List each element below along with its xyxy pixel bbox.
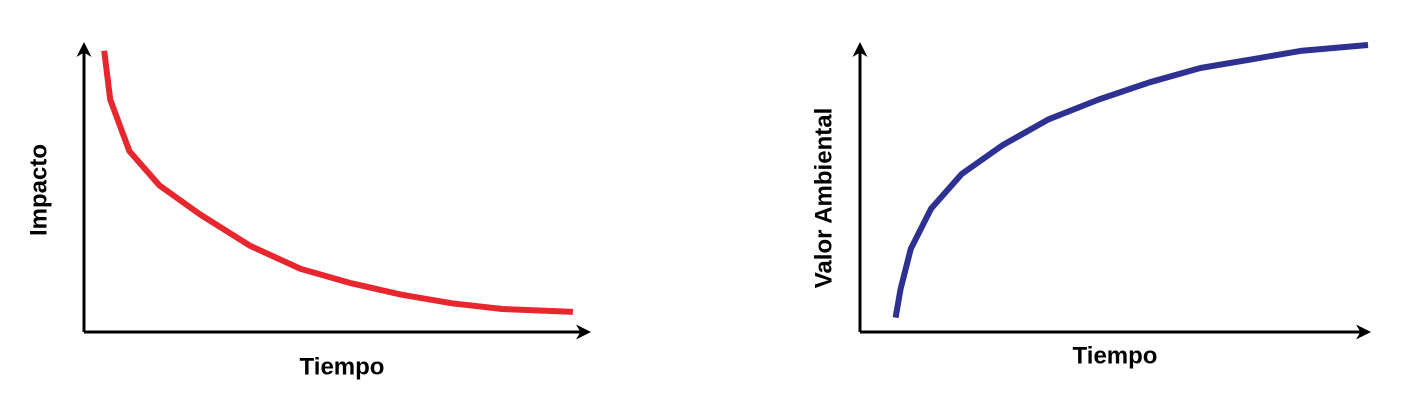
x-axis-label: Tiempo bbox=[300, 353, 385, 380]
x-axis-label: Tiempo bbox=[1073, 342, 1158, 369]
y-axis-label: Valor Ambiental bbox=[810, 108, 837, 289]
curve bbox=[101, 50, 574, 315]
curve bbox=[892, 42, 1369, 319]
y-axis-label: Impacto bbox=[25, 144, 52, 236]
